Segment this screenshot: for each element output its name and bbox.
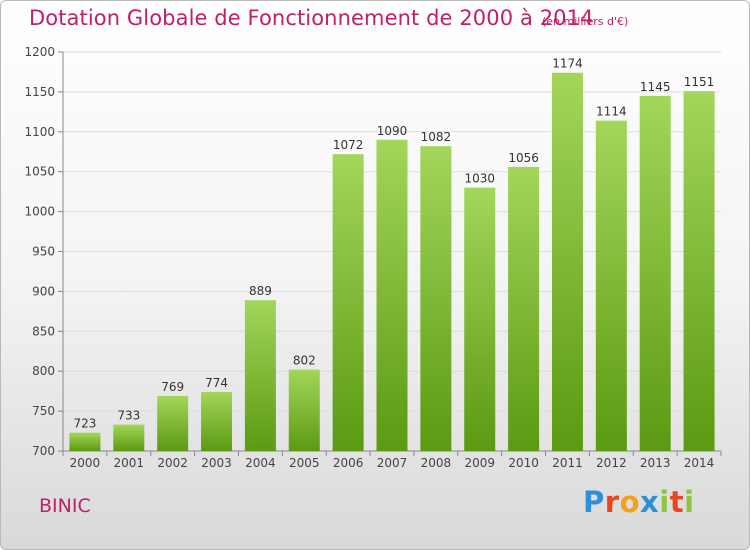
x-tick-label: 2010 bbox=[508, 456, 539, 470]
y-tick-label: 950 bbox=[32, 245, 55, 259]
bar bbox=[288, 369, 320, 451]
x-tick-label: 2012 bbox=[596, 456, 627, 470]
y-tick-label: 1050 bbox=[24, 165, 55, 179]
x-tick-label: 2005 bbox=[289, 456, 320, 470]
x-tick-label: 2014 bbox=[684, 456, 715, 470]
x-tick-label: 2004 bbox=[245, 456, 276, 470]
y-tick-label: 850 bbox=[32, 324, 55, 338]
x-tick-label: 2008 bbox=[421, 456, 452, 470]
y-tick-label: 800 bbox=[32, 364, 55, 378]
bar bbox=[639, 95, 671, 451]
y-tick-label: 900 bbox=[32, 284, 55, 298]
bar bbox=[683, 91, 715, 452]
y-tick-label: 700 bbox=[32, 444, 55, 458]
data-label: 774 bbox=[205, 376, 228, 390]
y-tick-label: 750 bbox=[32, 404, 55, 418]
bar bbox=[551, 72, 583, 452]
logo-letter: t bbox=[669, 485, 685, 519]
logo-letter: i bbox=[659, 485, 670, 519]
bar bbox=[69, 432, 101, 451]
logo-letter: P bbox=[583, 485, 605, 519]
x-tick-label: 2007 bbox=[377, 456, 408, 470]
data-label: 723 bbox=[73, 417, 96, 431]
y-tick-label: 1000 bbox=[24, 205, 55, 219]
data-label: 1174 bbox=[552, 57, 583, 71]
data-label: 733 bbox=[117, 409, 140, 423]
chart-title: Dotation Globale de Fonctionnement de 20… bbox=[29, 6, 594, 30]
data-label: 1072 bbox=[333, 138, 364, 152]
bar bbox=[244, 300, 276, 451]
bar bbox=[157, 395, 189, 451]
x-tick-label: 2001 bbox=[114, 456, 145, 470]
logo-letter: i bbox=[684, 485, 695, 519]
data-label: 1151 bbox=[684, 75, 715, 89]
bar bbox=[420, 146, 452, 451]
y-tick-label: 1100 bbox=[24, 125, 55, 139]
data-label: 802 bbox=[293, 354, 316, 368]
bar bbox=[464, 187, 496, 451]
bar bbox=[201, 391, 233, 451]
bar bbox=[508, 166, 540, 452]
x-tick-label: 2003 bbox=[201, 456, 232, 470]
data-label: 769 bbox=[161, 380, 184, 394]
data-labels: 723 733 769 774 889 802 1072 1090 1082 1030 1056 11… bbox=[73, 57, 714, 431]
bars bbox=[69, 72, 715, 452]
commune-name: BINIC bbox=[39, 495, 91, 517]
data-label: 1145 bbox=[640, 80, 671, 94]
bar bbox=[332, 154, 364, 452]
proxiti-logo: Proxiti bbox=[583, 485, 695, 519]
bar bbox=[113, 424, 145, 451]
x-tick-label: 2013 bbox=[640, 456, 671, 470]
data-label: 889 bbox=[249, 284, 272, 298]
logo-letter: o bbox=[619, 485, 641, 519]
bar bbox=[595, 120, 627, 452]
x-tick-label: 2000 bbox=[70, 456, 101, 470]
x-tick-label: 2009 bbox=[464, 456, 495, 470]
logo-letter: r bbox=[604, 485, 620, 519]
x-tick-label: 2006 bbox=[333, 456, 364, 470]
logo-letter: x bbox=[640, 485, 660, 519]
y-tick-label: 1200 bbox=[24, 45, 55, 59]
y-tick-label: 1150 bbox=[24, 85, 55, 99]
data-label: 1030 bbox=[464, 172, 495, 186]
data-label: 1082 bbox=[421, 130, 452, 144]
data-label: 1056 bbox=[508, 151, 539, 165]
data-label: 1090 bbox=[377, 124, 408, 138]
bar bbox=[376, 139, 408, 451]
x-tick-label: 2002 bbox=[157, 456, 188, 470]
x-tick-label: 2011 bbox=[552, 456, 583, 470]
chart-subtitle: (en milliers d'€) bbox=[542, 15, 629, 28]
data-label: 1114 bbox=[596, 105, 627, 119]
